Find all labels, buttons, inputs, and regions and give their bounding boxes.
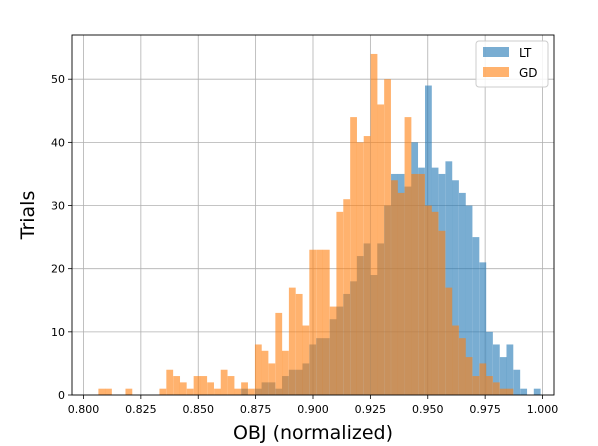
y-tick-label: 20: [51, 263, 65, 276]
x-axis-ticks: 0.800 0.825 0.850 0.875 0.900 0.925 0.950 0.975…: [68, 395, 559, 416]
bar-lt: [479, 262, 487, 395]
bar-gd: [418, 173, 425, 395]
legend-swatch-lt: [483, 47, 509, 57]
bar-gd: [159, 388, 167, 395]
bar-lt: [458, 192, 466, 395]
bar-gd: [220, 369, 228, 395]
bar-gd: [234, 388, 242, 395]
bar-lt: [445, 161, 453, 395]
bar-lt: [533, 388, 541, 395]
bar-lt: [506, 344, 514, 395]
bar-gd: [322, 249, 330, 395]
y-tick-label: 50: [51, 73, 65, 86]
bar-gd: [486, 376, 493, 395]
bar-gd: [214, 388, 221, 395]
bar-lt: [472, 237, 480, 395]
x-tick-label: 0.875: [240, 403, 272, 416]
x-tick-label: 1.000: [527, 403, 559, 416]
x-tick-label: 0.850: [182, 403, 214, 416]
bar-gd: [309, 249, 317, 395]
bar-gd: [261, 350, 269, 395]
bar-gd: [452, 325, 459, 395]
bar-lt: [465, 205, 473, 395]
bar-lt: [499, 357, 507, 395]
legend: LT GD: [475, 40, 549, 88]
x-tick-label: 0.800: [68, 403, 100, 416]
bar-lt: [513, 369, 521, 395]
x-tick-label: 0.900: [297, 403, 329, 416]
legend-swatch-gd: [483, 67, 509, 77]
legend-label-gd: GD: [519, 66, 538, 80]
legend-label-lt: LT: [519, 46, 532, 60]
bar-gd: [302, 325, 310, 395]
bar-gd: [465, 357, 473, 395]
bar-gd: [431, 211, 439, 395]
x-tick-label: 0.950: [412, 403, 444, 416]
bar-gd: [377, 104, 385, 395]
bar-gd: [316, 249, 324, 395]
y-tick-label: 0: [58, 389, 65, 402]
bar-gd: [282, 350, 289, 395]
bar-gd: [166, 369, 174, 395]
bar-gd: [186, 388, 194, 395]
bar-gd: [288, 287, 296, 395]
bar-gd: [241, 382, 248, 395]
bar-gd: [411, 173, 419, 395]
bar-gd: [384, 79, 391, 396]
bar-gd: [458, 338, 466, 395]
bar-lt: [486, 331, 493, 395]
bar-gd: [425, 205, 432, 395]
bar-gd: [295, 293, 303, 395]
bar-gd: [125, 388, 133, 395]
bar-gd: [329, 306, 337, 395]
x-axis-label: OBJ (normalized): [233, 422, 393, 444]
bar-gd: [479, 363, 487, 395]
y-axis-label: Trials: [17, 191, 39, 241]
bar-gd: [248, 388, 255, 395]
x-tick-label: 0.825: [125, 403, 157, 416]
bar-lt: [520, 388, 528, 395]
bar-gd: [404, 117, 412, 396]
bar-gd: [363, 136, 371, 396]
bar-gd: [499, 388, 507, 395]
y-tick-label: 10: [51, 326, 65, 339]
bar-gd: [268, 363, 276, 395]
bar-gd: [492, 382, 500, 395]
bar-gd: [506, 388, 514, 395]
bar-gd: [391, 180, 398, 395]
bar-lt: [492, 344, 500, 395]
bar-gd: [200, 376, 208, 395]
y-tick-label: 40: [51, 136, 65, 149]
x-tick-label: 0.975: [469, 403, 501, 416]
bar-gd: [254, 344, 262, 395]
bar-gd: [98, 388, 106, 395]
bars: [98, 53, 541, 396]
y-tick-label: 30: [51, 200, 65, 213]
bar-gd: [173, 376, 181, 395]
bar-gd: [207, 382, 214, 395]
bar-gd: [356, 142, 364, 395]
bar-gd: [193, 376, 201, 395]
bar-gd: [275, 312, 283, 395]
bar-lt: [452, 180, 459, 395]
bar-gd: [350, 117, 357, 396]
bar-gd: [397, 192, 405, 395]
x-tick-label: 0.925: [355, 403, 387, 416]
bar-gd: [445, 287, 453, 395]
bar-gd: [438, 230, 446, 395]
y-axis-ticks: 0 10 20 30 40 50: [51, 73, 72, 402]
series-gd: [98, 53, 514, 396]
bar-gd: [472, 376, 480, 395]
bar-gd: [179, 382, 187, 395]
bar-gd: [227, 376, 235, 395]
bar-gd: [105, 388, 112, 395]
bar-gd: [336, 211, 344, 395]
bar-gd: [370, 53, 378, 396]
bar-gd: [343, 199, 351, 395]
